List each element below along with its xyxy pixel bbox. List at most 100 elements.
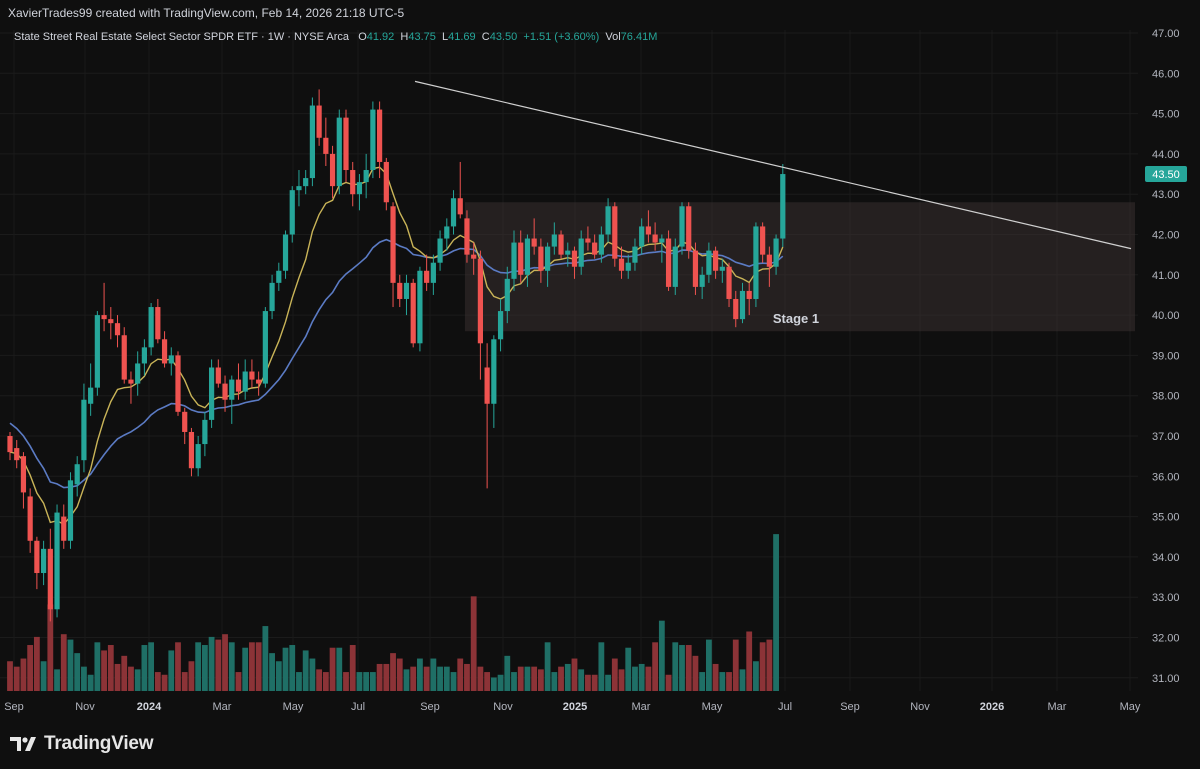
candle-body: [511, 242, 517, 279]
y-tick-label: 43.00: [1152, 189, 1180, 201]
volume-bar: [672, 642, 679, 691]
candle-body: [444, 226, 450, 239]
volume-bar: [652, 642, 659, 691]
candle-body: [383, 161, 389, 203]
volume-bar: [490, 677, 497, 691]
volume-bar: [175, 642, 181, 691]
candle-body: [47, 548, 53, 610]
candle: [350, 161, 356, 207]
candle: [54, 504, 60, 618]
candle-body: [356, 182, 363, 195]
candle: [161, 331, 168, 368]
volume-bar: [679, 645, 685, 691]
candle-body: [296, 186, 302, 191]
volume-bar: [20, 658, 27, 691]
candle-body: [336, 117, 342, 187]
volume-bar: [753, 661, 759, 691]
candle: [592, 234, 598, 259]
candle: [202, 411, 208, 457]
candle-body: [766, 254, 772, 267]
candle-body: [639, 226, 645, 247]
candle: [309, 97, 315, 187]
volume-bar: [685, 645, 692, 691]
price-chart[interactable]: Stage 1 31.00 32.00 33.00 34.00 35.00 36.00 37…: [0, 22, 1200, 722]
candle-body: [108, 319, 114, 324]
volume-bar: [94, 642, 101, 691]
candle-body: [229, 379, 235, 400]
y-tick-label: 38.00: [1152, 391, 1180, 403]
candle: [377, 101, 383, 179]
candle: [336, 109, 342, 195]
candle: [464, 210, 470, 263]
y-tick-label: 35.00: [1152, 512, 1180, 524]
candle: [632, 238, 638, 271]
candle: [188, 427, 195, 477]
volume-bar: [27, 645, 34, 691]
candle: [417, 266, 423, 352]
candle: [410, 278, 416, 348]
candle-body: [417, 270, 423, 344]
candle-body: [94, 315, 100, 388]
volume-bar: [484, 672, 491, 691]
y-tick-label: 47.00: [1152, 28, 1180, 40]
candle: [545, 242, 551, 287]
candle-body: [477, 258, 483, 344]
candle-body: [370, 109, 376, 171]
volume-bar: [188, 661, 195, 691]
volume-bar: [732, 639, 739, 691]
tradingview-logo-icon: [10, 737, 36, 751]
y-tick-label: 40.00: [1152, 310, 1180, 322]
volume-bar: [128, 666, 134, 691]
candle-body: [182, 411, 188, 432]
volume-value: 76.41M: [620, 31, 658, 43]
candle-body: [61, 516, 67, 541]
x-tick-label: Sep: [4, 701, 24, 713]
candle-body: [713, 250, 719, 271]
candle-body: [592, 242, 598, 255]
header-bar: XavierTrades99 created with TradingView.…: [0, 0, 1200, 24]
candle: [390, 202, 396, 308]
open-label: O: [358, 31, 367, 43]
candle: [148, 303, 154, 356]
trendline-layer[interactable]: [414, 80, 1132, 250]
candle: [135, 351, 141, 396]
x-tick-label: 2026: [980, 701, 1004, 713]
x-tick-label: Nov: [493, 701, 513, 713]
candle: [437, 230, 443, 271]
ema-slow-line: [9, 238, 784, 489]
candle-body: [612, 206, 618, 259]
volume-bar: [585, 674, 591, 691]
candle-body: [484, 367, 490, 404]
volume-bar: [356, 672, 363, 691]
candle: [108, 307, 114, 340]
volume-bar: [121, 655, 128, 691]
candle-body: [437, 238, 443, 263]
candle: [397, 274, 403, 308]
candle: [88, 363, 94, 416]
candle-body: [74, 464, 80, 485]
candle: [518, 230, 524, 283]
volume-bar: [443, 666, 450, 691]
candle: [303, 170, 309, 195]
candle-body: [625, 262, 631, 271]
candle: [739, 282, 746, 324]
last-price-badge: [1145, 166, 1187, 183]
candle: [114, 315, 121, 348]
candle-body: [706, 250, 712, 275]
y-tick-label: 32.00: [1152, 633, 1180, 645]
candle-body: [773, 238, 779, 267]
volume-bar: [759, 642, 766, 691]
volume-bar: [363, 672, 370, 691]
x-tick-label: 2025: [563, 701, 587, 713]
volume-bar: [410, 666, 417, 691]
volume-bar: [289, 645, 296, 691]
candle: [242, 359, 248, 400]
volume-bar: [349, 645, 356, 691]
volume-bar: [457, 658, 464, 691]
candle: [457, 161, 463, 219]
tradingview-brand[interactable]: TradingView: [10, 731, 154, 757]
x-tick-label: Mar: [632, 701, 651, 713]
candle: [612, 202, 618, 267]
candle: [175, 351, 181, 416]
candle: [195, 436, 201, 477]
